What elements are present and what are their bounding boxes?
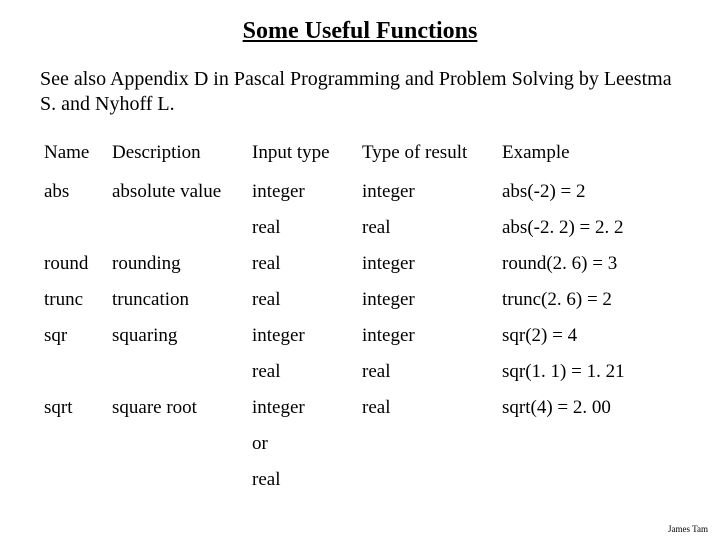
cell-name: sqr — [40, 318, 108, 354]
cell-name: trunc — [40, 282, 108, 318]
cell-type-of-result: real — [358, 390, 498, 426]
cell-example: trunc(2. 6) = 2 — [498, 282, 680, 318]
table-row: real real sqr(1. 1) = 1. 21 — [40, 354, 680, 390]
cell-example — [498, 462, 680, 498]
header-example: Example — [498, 135, 680, 174]
cell-example: abs(-2) = 2 — [498, 174, 680, 210]
cell-type-of-result — [358, 462, 498, 498]
cell-name: round — [40, 246, 108, 282]
table-row: trunc truncation real integer trunc(2. 6… — [40, 282, 680, 318]
functions-table: Name Description Input type Type of resu… — [40, 135, 680, 498]
cell-name — [40, 354, 108, 390]
cell-input-type: real — [248, 246, 358, 282]
cell-description: squaring — [108, 318, 248, 354]
cell-type-of-result: integer — [358, 318, 498, 354]
header-input-type: Input type — [248, 135, 358, 174]
page-title: Some Useful Functions — [40, 18, 680, 45]
header-type-of-result: Type of result — [358, 135, 498, 174]
cell-example: sqr(2) = 4 — [498, 318, 680, 354]
cell-name — [40, 462, 108, 498]
cell-type-of-result — [358, 426, 498, 462]
cell-description — [108, 462, 248, 498]
table-row: round rounding real integer round(2. 6) … — [40, 246, 680, 282]
cell-description: square root — [108, 390, 248, 426]
cell-example: sqrt(4) = 2. 00 — [498, 390, 680, 426]
cell-example: round(2. 6) = 3 — [498, 246, 680, 282]
header-name: Name — [40, 135, 108, 174]
cell-name: sqrt — [40, 390, 108, 426]
table-row: sqr squaring integer integer sqr(2) = 4 — [40, 318, 680, 354]
cell-input-type: real — [248, 282, 358, 318]
cell-type-of-result: real — [358, 210, 498, 246]
cell-description — [108, 426, 248, 462]
cell-name — [40, 426, 108, 462]
cell-input-type: real — [248, 462, 358, 498]
cell-input-type: integer — [248, 174, 358, 210]
table-header-row: Name Description Input type Type of resu… — [40, 135, 680, 174]
cell-example: sqr(1. 1) = 1. 21 — [498, 354, 680, 390]
intro-paragraph: See also Appendix D in Pascal Programmin… — [40, 67, 680, 117]
table-row: or — [40, 426, 680, 462]
cell-input-type: real — [248, 354, 358, 390]
cell-description: rounding — [108, 246, 248, 282]
table-row: real — [40, 462, 680, 498]
cell-example — [498, 426, 680, 462]
cell-input-type: integer — [248, 390, 358, 426]
table-row: sqrt square root integer real sqrt(4) = … — [40, 390, 680, 426]
cell-name — [40, 210, 108, 246]
cell-input-type: real — [248, 210, 358, 246]
cell-description: absolute value — [108, 174, 248, 210]
cell-name: abs — [40, 174, 108, 210]
header-description: Description — [108, 135, 248, 174]
cell-type-of-result: integer — [358, 282, 498, 318]
table-row: real real abs(-2. 2) = 2. 2 — [40, 210, 680, 246]
cell-example: abs(-2. 2) = 2. 2 — [498, 210, 680, 246]
cell-input-type: or — [248, 426, 358, 462]
footer-credit: James Tam — [668, 524, 708, 534]
cell-description: truncation — [108, 282, 248, 318]
cell-type-of-result: real — [358, 354, 498, 390]
cell-description — [108, 210, 248, 246]
cell-description — [108, 354, 248, 390]
cell-type-of-result: integer — [358, 246, 498, 282]
cell-type-of-result: integer — [358, 174, 498, 210]
table-row: abs absolute value integer integer abs(-… — [40, 174, 680, 210]
cell-input-type: integer — [248, 318, 358, 354]
